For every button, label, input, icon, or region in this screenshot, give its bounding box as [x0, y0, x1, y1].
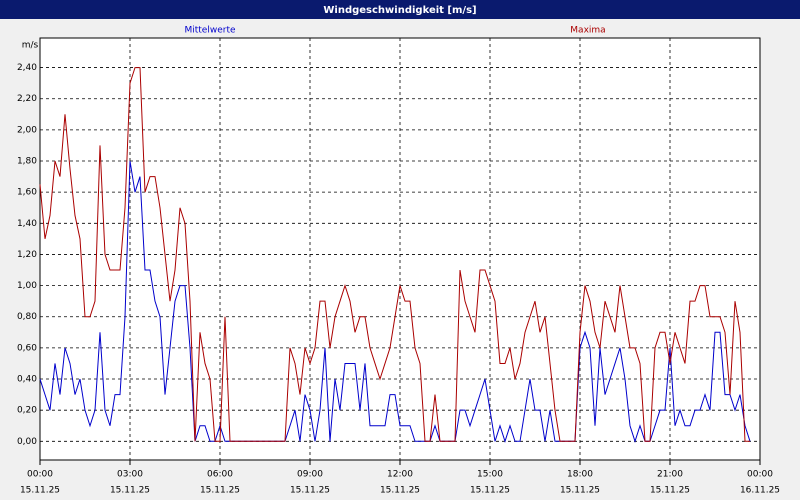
- x-tick-date: 15.11.25: [560, 486, 600, 496]
- y-tick-label: 1,80: [17, 157, 37, 167]
- x-tick-label: 18:00: [567, 470, 593, 480]
- x-tick-label: 15:00: [477, 470, 503, 480]
- data-line: [39, 67, 750, 442]
- data-line: [39, 160, 751, 443]
- x-tick-date: 15.11.25: [650, 486, 690, 496]
- y-tick-label: 1,00: [17, 281, 37, 291]
- y-tick-label: 0,00: [17, 437, 37, 447]
- x-tick-label: 00:00: [27, 470, 53, 480]
- y-tick-label: 2,40: [17, 63, 37, 73]
- y-tick-label: 1,20: [17, 250, 37, 260]
- y-tick-label: 0,20: [17, 406, 37, 416]
- x-tick-date: 16.11.25: [740, 486, 780, 496]
- y-tick-label: 1,60: [17, 188, 37, 198]
- y-tick-label: 0,80: [17, 312, 37, 322]
- y-tick-label: 1,40: [17, 219, 37, 229]
- x-tick-date: 15.11.25: [200, 486, 240, 496]
- x-tick-date: 15.11.25: [20, 486, 60, 496]
- y-tick-label: 0,40: [17, 375, 37, 385]
- x-tick-label: 00:00: [747, 470, 773, 480]
- chart-title: Windgeschwindigkeit [m/s]: [323, 5, 476, 16]
- title-bar: [0, 0, 800, 19]
- x-tick-date: 15.11.25: [110, 486, 150, 496]
- y-unit: m/s: [22, 41, 39, 51]
- x-tick-date: 15.11.25: [380, 486, 420, 496]
- legend-label: Mittelwerte: [184, 26, 235, 36]
- x-tick-date: 15.11.25: [290, 486, 330, 496]
- x-tick-label: 21:00: [657, 470, 683, 480]
- y-tick-label: 2,00: [17, 125, 37, 135]
- x-tick-label: 03:00: [117, 470, 143, 480]
- x-tick-label: 06:00: [207, 470, 233, 480]
- y-tick-label: 0,60: [17, 343, 37, 353]
- x-tick-date: 15.11.25: [470, 486, 510, 496]
- y-tick-label: 2,20: [17, 94, 37, 104]
- x-tick-label: 12:00: [387, 470, 413, 480]
- legend-label: Maxima: [570, 26, 605, 36]
- x-tick-label: 09:00: [297, 470, 323, 480]
